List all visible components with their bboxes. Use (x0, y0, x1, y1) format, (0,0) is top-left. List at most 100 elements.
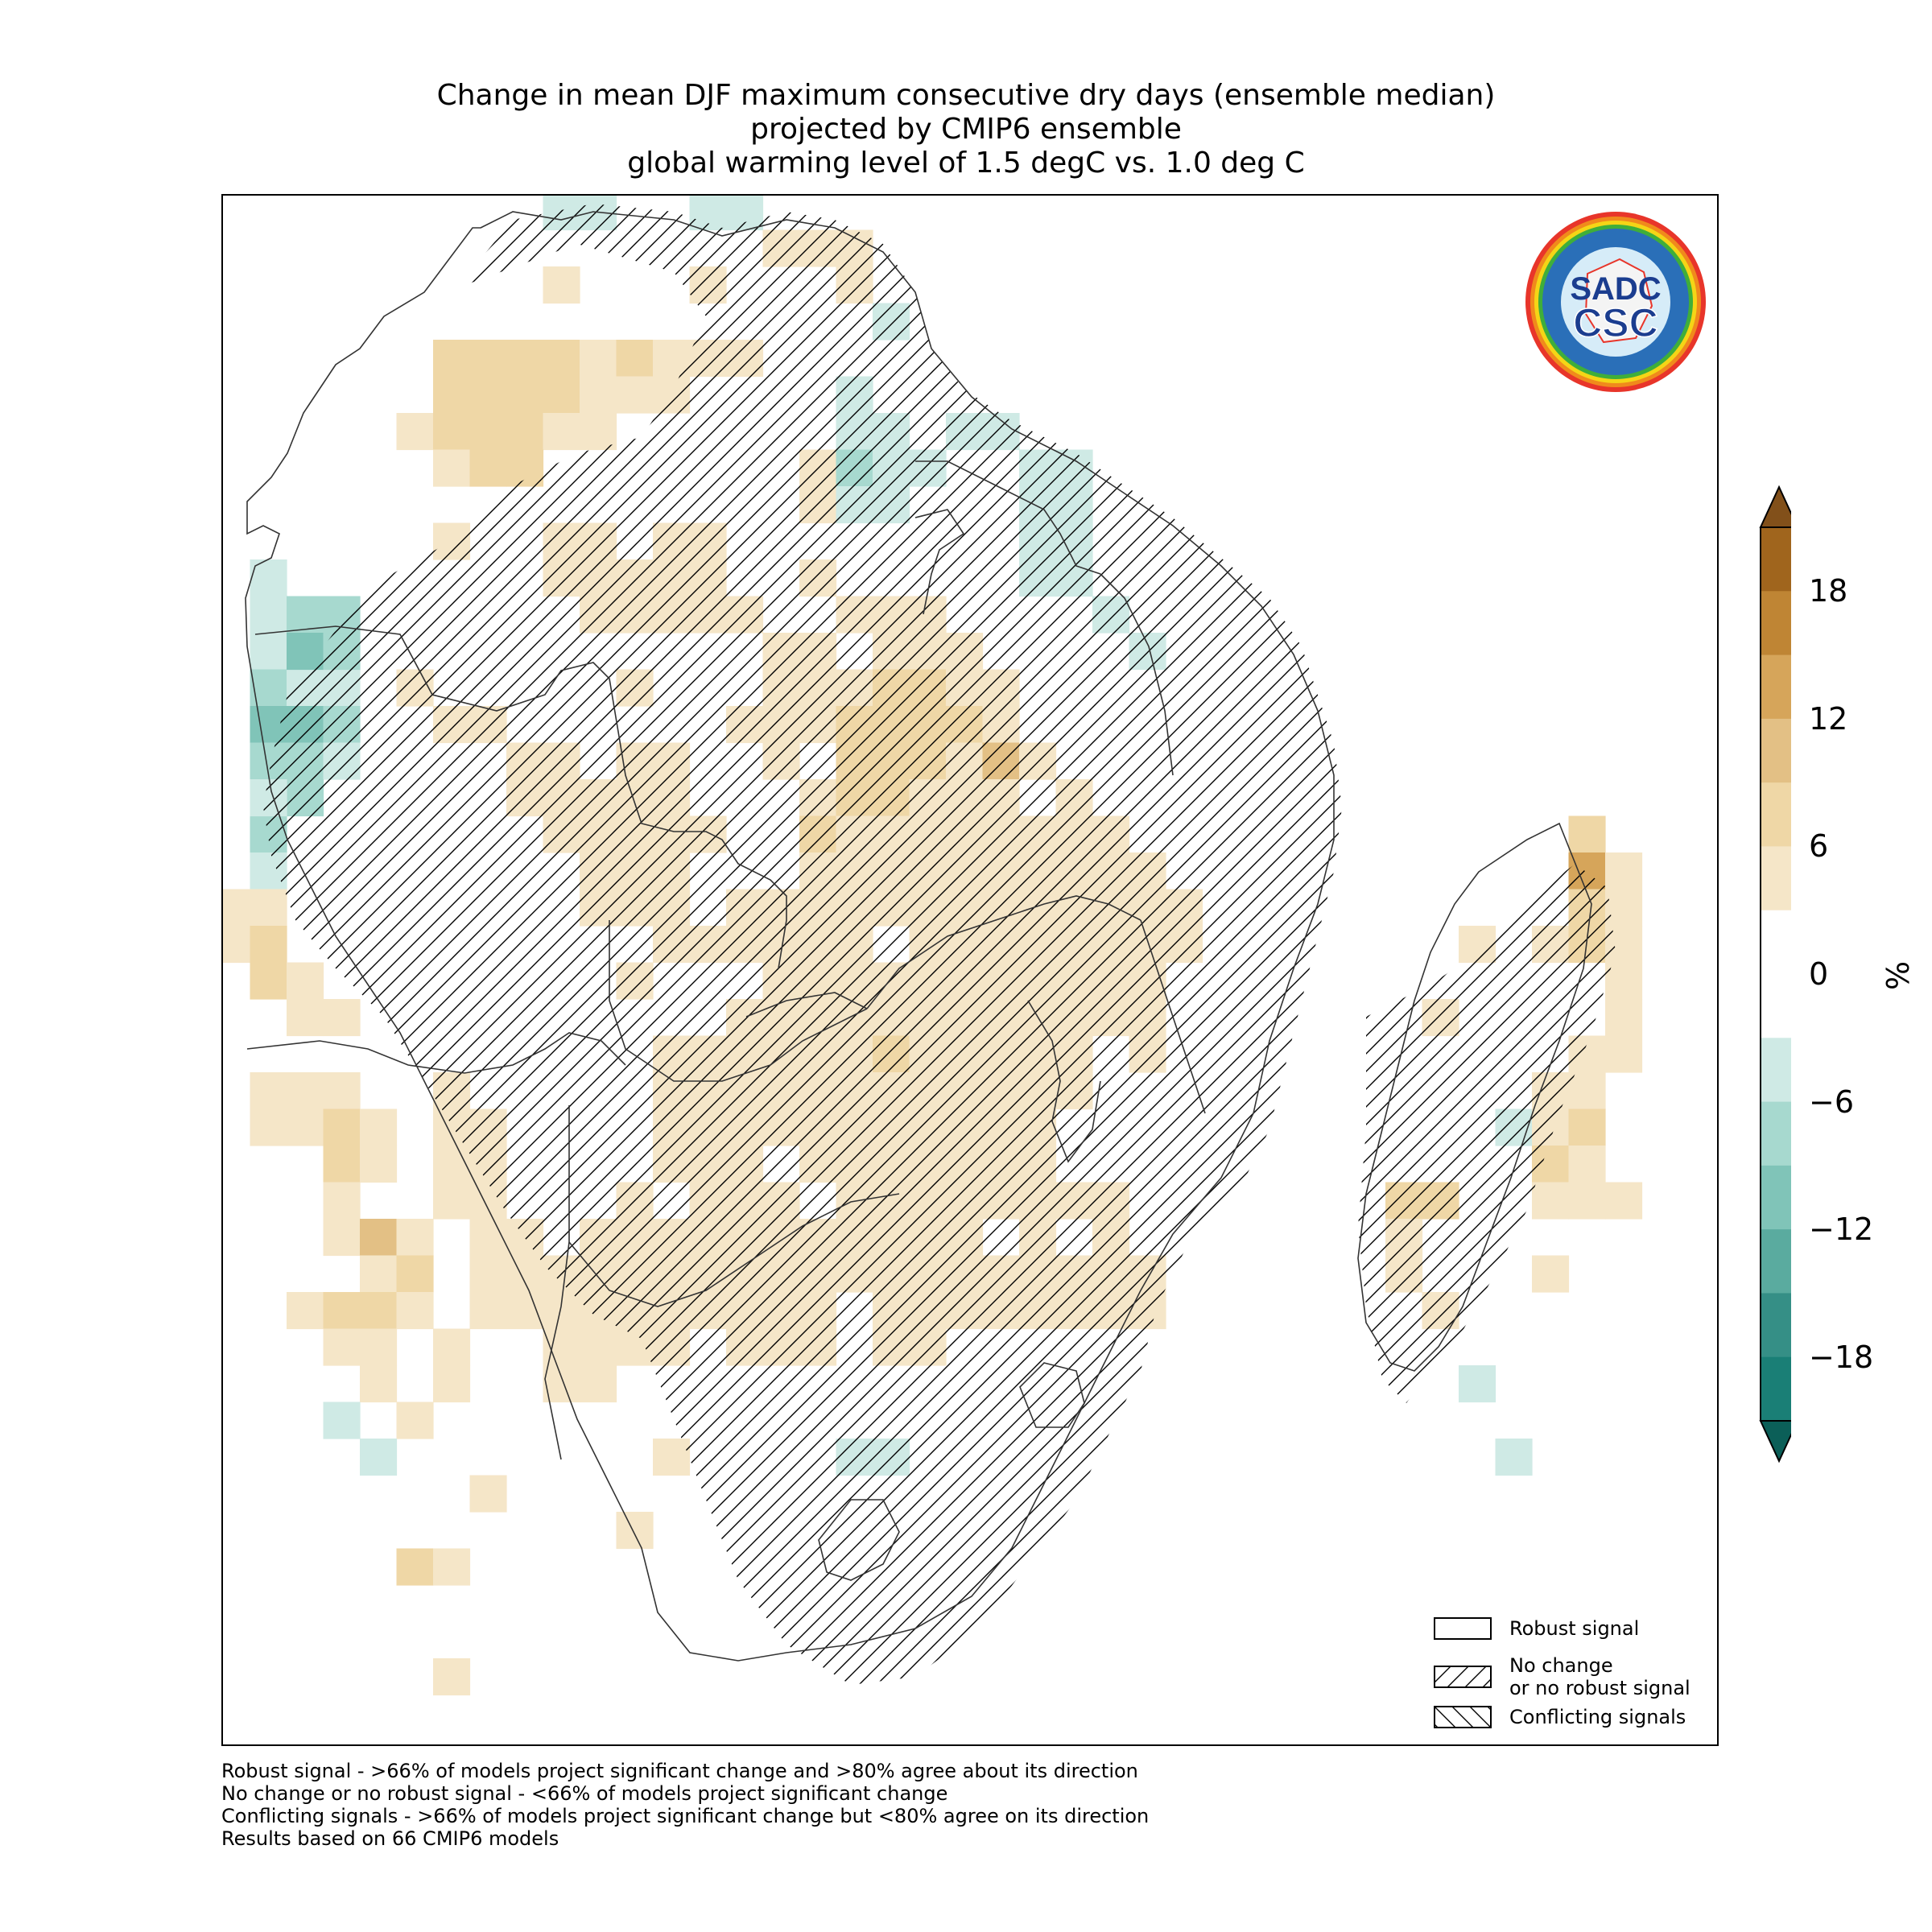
heatmap-cell (469, 1475, 507, 1513)
colorbar-segment (1761, 974, 1791, 1038)
legend-label-conflicting: Conflicting signals (1509, 1706, 1686, 1728)
border-line (1357, 822, 1592, 1372)
heatmap-cell (396, 1255, 434, 1293)
heatmap-cell (323, 1292, 361, 1330)
hatching-layer (263, 204, 1616, 1685)
border-line (1140, 919, 1206, 1114)
heatmap-cell (433, 449, 471, 487)
heatmap-cell (287, 999, 324, 1037)
heatmap-cell (580, 376, 617, 414)
heatmap-cell (396, 1219, 434, 1257)
heatmap-cell (506, 376, 544, 414)
heatmap-cell (580, 413, 617, 451)
sadc-csc-logo: SADC CSC (1525, 212, 1706, 392)
heatmap-cell (323, 1328, 361, 1366)
heatmap-cell (433, 1146, 471, 1183)
heatmap-cell (360, 1365, 398, 1403)
hatch-region-no-robust-signal (1358, 864, 1616, 1403)
heatmap-cell (469, 1292, 507, 1330)
note-conflicting: Conflicting signals - >66% of models pro… (221, 1805, 1150, 1827)
colorbar-tick-label: 0 (1809, 956, 1829, 992)
heatmap-cell (580, 1328, 617, 1366)
colorbar-segment (1761, 527, 1791, 592)
heatmap-cell (616, 340, 654, 378)
heatmap-cell (360, 1219, 398, 1257)
colorbar-tick-label: −6 (1809, 1084, 1855, 1120)
heatmap-cell (469, 340, 507, 378)
heatmap-cell (250, 889, 287, 927)
heatmap-cell (506, 1255, 544, 1293)
heatmap-cell (506, 413, 544, 451)
heatmap-cell (469, 376, 507, 414)
heatmap-cell (360, 1439, 398, 1476)
heatmap-cell (223, 889, 251, 927)
heatmap-cell (396, 1292, 434, 1330)
heatmap-cell (543, 376, 580, 414)
border-line (1019, 1362, 1085, 1428)
colorbar-tick-label: 12 (1809, 700, 1848, 737)
border-line (609, 920, 868, 1082)
heatmap-cell (433, 1548, 471, 1586)
colorbar-segment (1761, 1229, 1791, 1294)
colorbar-tick-label: −12 (1809, 1212, 1874, 1248)
border-line (915, 460, 1101, 575)
heatmap-cell (543, 1365, 580, 1403)
border-line (544, 1105, 570, 1460)
legend-swatch-robust (1434, 1617, 1492, 1640)
note-models: Results based on 66 CMIP6 models (221, 1827, 559, 1850)
heatmap-cell (250, 926, 287, 964)
colorbar-segment (1761, 910, 1791, 975)
colorbar-segment (1761, 1038, 1791, 1103)
colorbar-segment (1761, 846, 1791, 911)
colorbar-segment (1761, 1356, 1791, 1422)
border-line (818, 1499, 900, 1581)
colorbar (1759, 485, 1791, 1463)
heatmap-cell (1495, 1439, 1533, 1476)
colorbar-segment (1761, 718, 1791, 783)
legend-swatch-no-change (1434, 1666, 1492, 1688)
heatmap-cell (616, 376, 654, 414)
heatmap-cell (506, 340, 544, 378)
note-no-change: No change or no robust signal - <66% of … (221, 1782, 948, 1805)
heatmap-cell (1605, 999, 1643, 1037)
logo-csc-text: CSC (1573, 300, 1658, 345)
border-line (1027, 1000, 1101, 1163)
colorbar-label: % (1880, 960, 1917, 991)
heatmap-cell (323, 1108, 361, 1146)
colorbar-segment (1761, 1165, 1791, 1230)
heatmap-cell (543, 1292, 580, 1330)
heatmap-cell (1459, 1365, 1496, 1403)
heatmap-cell (323, 1182, 361, 1220)
heatmap-cell (433, 1365, 471, 1403)
heatmap-cell (323, 1402, 361, 1439)
heatmap-cell (1605, 1035, 1643, 1073)
heatmap-cell (287, 1072, 324, 1110)
heatmap-cell (1605, 1182, 1643, 1220)
heatmap-cell (250, 1072, 287, 1110)
heatmap-cell (1532, 1255, 1570, 1293)
heatmap-cell (580, 340, 617, 378)
heatmap-cell (433, 340, 471, 378)
border-line (866, 895, 1141, 1009)
border-line (1100, 573, 1174, 776)
note-robust: Robust signal - >66% of models project s… (221, 1760, 1138, 1782)
border-line (245, 211, 1335, 1662)
heatmap-cell (1568, 1072, 1606, 1110)
colorbar-segment (1761, 591, 1791, 656)
heatmap-cell (396, 413, 434, 451)
heatmap-cell (1568, 1108, 1606, 1146)
heatmap-cell (1568, 1146, 1606, 1183)
colorbar-tick-label: 18 (1809, 573, 1848, 609)
heatmap-cell (287, 1108, 324, 1146)
heatmap-cell (223, 926, 251, 964)
hatch-region-no-robust-signal (263, 204, 1342, 1685)
chart-title-line-1: Change in mean DJF maximum consecutive d… (436, 79, 1496, 112)
colorbar-segment (1761, 654, 1791, 720)
heatmap-cell (1605, 962, 1643, 1000)
heatmap-cell (469, 413, 507, 451)
heatmap-cell (360, 1108, 398, 1146)
border-line (914, 509, 965, 615)
legend-conflicting: Conflicting signals (1434, 1706, 1686, 1728)
colorbar-segment (1761, 1293, 1791, 1358)
heatmap-cell (433, 1658, 471, 1696)
